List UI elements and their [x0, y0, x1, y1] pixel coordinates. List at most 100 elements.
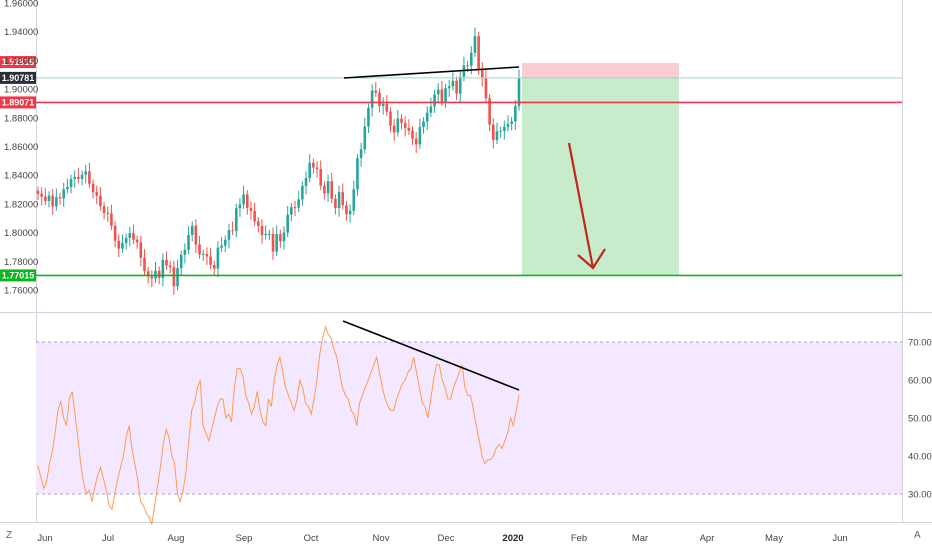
rsi-tick-label: 70.00	[908, 338, 932, 349]
candle-body	[121, 243, 124, 249]
x-tick-label: Jul	[102, 533, 114, 544]
corner-label-right[interactable]: A	[914, 530, 921, 541]
candle-body	[150, 276, 154, 279]
candle-body	[304, 178, 308, 186]
candle-body	[154, 270, 157, 279]
candle-body	[396, 118, 400, 133]
candle-body	[117, 240, 121, 249]
candle-body	[220, 245, 223, 248]
candle-body	[414, 138, 418, 145]
candle-body	[279, 234, 282, 242]
candle-body	[179, 254, 183, 269]
candle-body	[440, 89, 444, 102]
candle-body	[352, 189, 356, 211]
candle-body	[370, 90, 374, 108]
candle-body	[418, 127, 422, 145]
x-tick-label: Aug	[168, 533, 185, 544]
candle-body	[190, 225, 194, 235]
x-tick-label: Oct	[304, 533, 319, 544]
candle-body	[447, 86, 451, 89]
rsi-tick-label: 30.00	[908, 490, 932, 501]
candle-body	[469, 52, 473, 66]
x-tick-label: Feb	[571, 533, 587, 544]
candle-body	[433, 94, 436, 107]
rsi-line	[37, 325, 520, 525]
candle-body	[66, 186, 69, 190]
price-tag	[0, 96, 36, 109]
candle-body	[176, 268, 179, 287]
candle-body	[231, 230, 234, 232]
candle-body	[392, 125, 396, 133]
candle-body	[514, 106, 517, 122]
candle-body	[429, 106, 433, 113]
candle-body	[484, 77, 488, 99]
levels: 1.91816 1.90781 1.89071 1.77015	[0, 56, 902, 282]
candle-body	[425, 112, 429, 122]
price-trendline	[343, 66, 520, 79]
candles	[36, 27, 521, 295]
candle-body	[36, 190, 40, 194]
candle-body	[389, 111, 392, 126]
x-tick-label: Dec	[438, 533, 455, 544]
candle-body	[172, 267, 176, 287]
candle-body	[146, 271, 150, 277]
candle-body	[91, 183, 95, 193]
candle-body	[84, 171, 88, 175]
candle-body	[341, 192, 345, 206]
candle-body	[139, 242, 143, 258]
candle-body	[374, 90, 378, 93]
candle-body	[58, 197, 62, 199]
candle-body	[517, 78, 521, 107]
candle-body	[80, 174, 84, 179]
candle-body	[77, 176, 80, 179]
candle-body	[455, 80, 458, 94]
candle-body	[319, 169, 323, 186]
candle-body	[187, 234, 190, 250]
take-profit-zone	[522, 77, 679, 276]
candle-body	[326, 181, 330, 194]
candle-body	[135, 239, 139, 243]
candle-body	[62, 189, 66, 199]
price-tick-label: 1.94000	[4, 27, 38, 38]
candle-body	[227, 230, 231, 240]
candle-body	[69, 179, 73, 187]
x-tick-label: May	[765, 533, 783, 544]
candle-body	[205, 253, 209, 257]
x-tick-label: Jun	[37, 533, 52, 544]
candle-body	[183, 249, 187, 255]
candle-body	[264, 233, 267, 236]
down-arrow-head-icon	[577, 248, 606, 270]
candle-body	[168, 265, 172, 268]
candle-body	[51, 195, 54, 207]
candle-body	[234, 208, 238, 231]
candle-body	[271, 233, 275, 252]
candle-body	[249, 208, 253, 212]
candle-body	[477, 36, 480, 69]
candle-body	[110, 213, 113, 226]
price-tag-label: 1.90781	[2, 73, 35, 83]
candle-body	[55, 197, 58, 207]
candle-body	[260, 225, 264, 236]
axes: 1.96000 1.94000 1.92000 1.90000 1.88000 1.860…	[4, 0, 932, 544]
candle-body	[212, 264, 216, 269]
candle-body	[330, 181, 334, 199]
candle-body	[201, 253, 205, 255]
corner-label-left[interactable]: Z	[6, 530, 13, 541]
candle-body	[312, 162, 315, 168]
candle-body	[301, 185, 304, 200]
candle-body	[495, 131, 499, 140]
price-tick-label: 1.88000	[4, 113, 38, 124]
x-tick-label: Mar	[632, 533, 648, 544]
candle-body	[444, 88, 447, 102]
candle-body	[106, 212, 110, 214]
candle-body	[253, 211, 256, 222]
candle-body	[436, 89, 440, 95]
price-tick-label: 1.84000	[4, 171, 38, 182]
candle-body	[510, 121, 513, 124]
candle-body	[367, 107, 370, 127]
position-zones	[522, 63, 679, 276]
x-tick-label: Sep	[236, 533, 253, 544]
candle-body	[209, 256, 212, 265]
